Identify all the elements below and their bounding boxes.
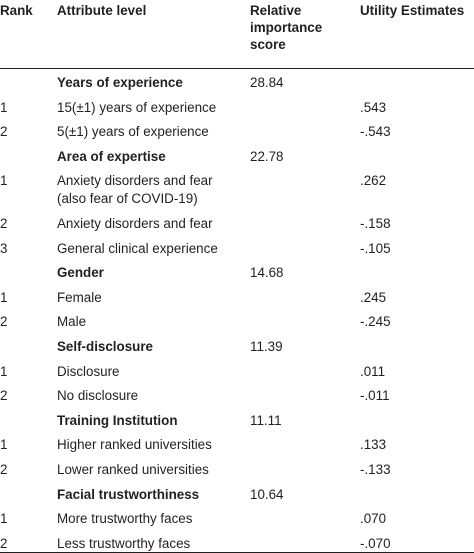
attribute-level-cell: More trustworthy faces — [57, 511, 193, 527]
attribute-name: Area of expertise — [57, 148, 166, 164]
importance-score-cell: 14.68 — [250, 265, 284, 281]
attribute-level-cell: Anxiety disorders and fear — [57, 216, 213, 231]
utility-estimate-cell: .011 — [360, 363, 386, 379]
rank-cell: 3 — [0, 240, 8, 256]
rank-cell: 1 — [0, 363, 8, 379]
utility-estimate-cell: -.158 — [360, 216, 391, 231]
header-score-line-1: Relative — [250, 3, 302, 18]
attribute-level-cell: Male — [57, 314, 87, 330]
attribute-level-cell: 15(±1) years of experience — [57, 99, 217, 115]
header-attribute-level: Attribute level — [57, 3, 147, 18]
attribute-level-cell: Anxiety disorders and fear — [57, 173, 213, 189]
importance-score-cell: 22.78 — [250, 148, 284, 164]
header-rank: Rank — [0, 3, 33, 18]
utility-estimate-cell: -.543 — [360, 124, 391, 140]
utility-estimate-cell: -.245 — [360, 314, 391, 330]
rank-cell: 1 — [0, 173, 8, 189]
attribute-name: Facial trustworthiness — [57, 486, 200, 502]
utility-estimate-cell: .245 — [360, 289, 387, 305]
rank-cell: 2 — [0, 535, 8, 551]
rank-cell: 1 — [0, 289, 8, 305]
header-utility-estimates: Utility Estimates — [360, 3, 465, 18]
rank-cell: 2 — [0, 462, 8, 477]
table-header: Rank Attribute level Relative importance… — [0, 0, 474, 68]
utility-estimate-cell: -.070 — [360, 535, 391, 551]
header-score-line-2: importance — [250, 20, 323, 35]
header-rule — [0, 68, 474, 69]
utility-estimate-cell: -.133 — [360, 462, 391, 477]
rank-cell: 2 — [0, 216, 8, 231]
attribute-name: Gender — [57, 265, 104, 281]
importance-score-cell: 10.64 — [250, 486, 284, 502]
attribute-level-cell: 5(±1) years of experience — [57, 124, 209, 140]
rank-cell: 1 — [0, 437, 8, 453]
rank-cell: 1 — [0, 511, 8, 527]
importance-score-cell: 11.39 — [250, 339, 283, 354]
attribute-level-cell-continued: (also fear of COVID-19) — [57, 191, 198, 207]
rank-cell: 2 — [0, 388, 8, 404]
attribute-level-cell: No disclosure — [57, 388, 139, 404]
attribute-level-cell: Lower ranked universities — [57, 462, 209, 477]
utility-estimate-cell: .133 — [360, 437, 387, 453]
rank-cell: 2 — [0, 124, 8, 140]
attribute-name: Training Institution — [57, 412, 178, 428]
attribute-level-cell: Female — [57, 289, 102, 305]
utility-estimate-cell: -.105 — [360, 240, 391, 256]
attribute-name: Self-disclosure — [57, 339, 153, 354]
rank-cell: 1 — [0, 99, 8, 115]
utility-estimate-cell: .070 — [360, 511, 387, 527]
utility-estimate-cell: -.011 — [360, 388, 390, 404]
attribute-level-cell: General clinical experience — [57, 240, 218, 256]
importance-score-cell: 28.84 — [250, 75, 284, 90]
attribute-level-cell: Disclosure — [57, 363, 120, 379]
attribute-level-cell: Less trustworthy faces — [57, 535, 191, 551]
header-score-line-3: score — [250, 37, 286, 52]
header-relative-importance-score: Relative importance score — [250, 2, 322, 53]
attribute-level-cell: Higher ranked universities — [57, 437, 212, 453]
importance-score-cell: 11.11 — [250, 412, 282, 428]
utility-estimate-cell: .262 — [360, 173, 387, 189]
attribute-name: Years of experience — [57, 75, 183, 90]
rank-cell: 2 — [0, 314, 8, 330]
utility-estimate-cell: .543 — [360, 99, 387, 115]
